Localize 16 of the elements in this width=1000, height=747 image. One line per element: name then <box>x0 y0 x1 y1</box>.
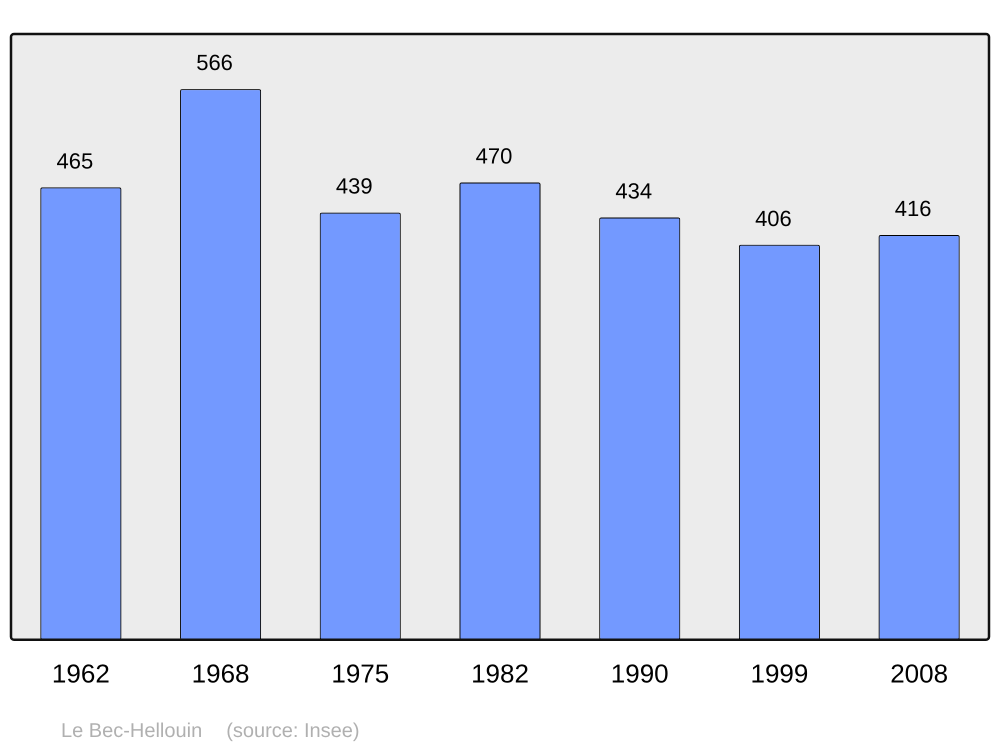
data-label: 406 <box>755 206 792 231</box>
data-label: 439 <box>336 174 373 199</box>
x-tick-label: 2008 <box>890 658 948 689</box>
x-tick-label: 1990 <box>610 658 669 689</box>
x-tick-label: 1999 <box>750 658 808 689</box>
x-tick-label: 1975 <box>331 658 390 689</box>
data-label: 465 <box>56 148 94 174</box>
data-label: 470 <box>476 144 512 169</box>
data-label: 416 <box>894 196 932 222</box>
text: (source: Insee) <box>226 720 360 742</box>
text: Le Bec-Hellouin <box>61 720 202 742</box>
x-tick-label: 1968 <box>192 658 250 689</box>
data-label: 434 <box>615 178 652 204</box>
x-tick-label: 1982 <box>471 658 529 689</box>
x-tick-label: 1962 <box>52 658 110 689</box>
data-label: 566 <box>196 50 233 76</box>
